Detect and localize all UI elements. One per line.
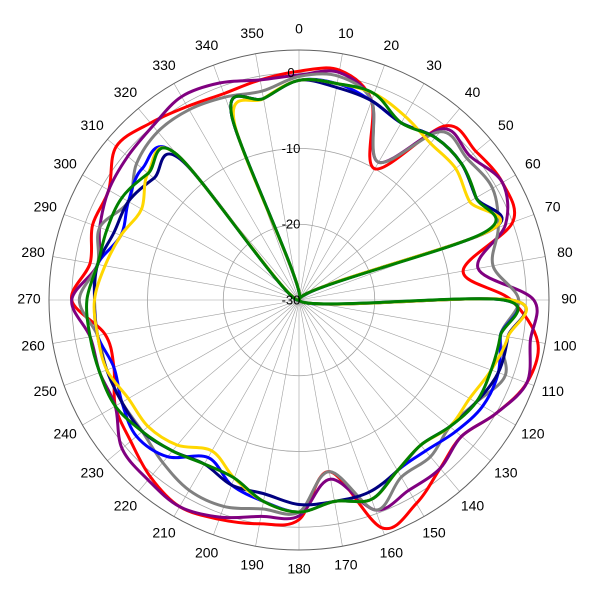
angle-tick-label: 60: [525, 156, 541, 172]
series-line-2: [70, 69, 539, 521]
spoke-100: [298, 299, 546, 344]
radial-tick-label: -10: [282, 141, 301, 156]
angle-tick-label: 270: [17, 291, 41, 307]
spoke-260: [52, 299, 300, 344]
angle-tick-label: 300: [53, 156, 77, 172]
angle-tick-label: 290: [34, 198, 58, 214]
angle-tick-label: 70: [545, 198, 561, 214]
angle-tick-label: 20: [384, 37, 400, 53]
spoke-40: [298, 108, 460, 301]
spoke-80: [298, 256, 546, 301]
outer-circle: [48, 49, 550, 551]
series-layer: [70, 66, 540, 531]
spoke-310: [107, 139, 300, 301]
angle-tick-label: 0: [295, 21, 303, 37]
angle-tick-label: 30: [426, 57, 442, 73]
spoke-350: [255, 53, 300, 301]
spoke-220: [138, 299, 300, 492]
spoke-210: [173, 299, 300, 517]
angle-tick-label: 190: [240, 557, 264, 573]
spoke-60: [298, 174, 516, 301]
spoke-140: [298, 299, 460, 492]
spoke-160: [298, 299, 385, 536]
angle-tick-label: 170: [334, 557, 358, 573]
spoke-50: [298, 139, 491, 301]
angle-tick-label: 120: [521, 426, 545, 442]
angle-tick-label: 210: [152, 525, 176, 541]
spoke-300: [82, 174, 300, 301]
radial-tick-label: 0: [287, 65, 294, 80]
spoke-10: [298, 53, 343, 301]
spoke-170: [298, 299, 343, 547]
radial-tick-label: -30: [282, 292, 301, 307]
angle-tick-label: 180: [287, 561, 311, 577]
angle-tick-label: 130: [494, 464, 518, 480]
angle-tick-label: 160: [380, 544, 404, 560]
spoke-150: [298, 299, 425, 517]
angle-tick-label: 260: [21, 338, 45, 354]
angle-tick-label: 320: [114, 84, 138, 100]
angle-tick-label: 220: [114, 498, 138, 514]
angle-tick-label: 150: [422, 525, 446, 541]
spoke-290: [63, 214, 300, 301]
spoke-30: [298, 83, 425, 301]
angle-tick-label: 40: [465, 84, 481, 100]
spoke-230: [107, 299, 300, 461]
series-line-7: [85, 77, 520, 514]
spoke-20: [298, 64, 385, 301]
angle-tick-label: 230: [80, 464, 104, 480]
spoke-190: [255, 299, 300, 547]
angle-tick-label: 330: [152, 57, 176, 73]
angle-tick-label: 90: [561, 291, 577, 307]
angle-tick-label: 140: [461, 498, 485, 514]
spoke-110: [298, 299, 535, 386]
angle-tick-label: 80: [557, 244, 573, 260]
angle-tick-label: 240: [53, 426, 77, 442]
spoke-330: [173, 83, 300, 301]
angle-tick-label: 50: [498, 117, 514, 133]
spoke-280: [52, 256, 300, 301]
angle-tick-label: 340: [195, 37, 219, 53]
angle-tick-label: 100: [553, 338, 577, 354]
spoke-250: [63, 299, 300, 386]
angle-tick-label: 250: [34, 383, 58, 399]
angle-tick-label: 310: [80, 117, 104, 133]
grid-circle: [222, 223, 376, 377]
series-line-5: [92, 78, 528, 507]
angle-tick-label: 110: [542, 383, 565, 399]
angle-tick-label: 10: [338, 25, 354, 41]
label-layer: 0 10 20 30 40 50 60 70 80 90 100 110 120 130 140 150 160…: [17, 21, 577, 577]
spoke-130: [298, 299, 491, 461]
angle-tick-label: 280: [21, 244, 45, 260]
angle-tick-label: 200: [195, 544, 219, 560]
spoke-120: [298, 299, 516, 426]
spoke-200: [213, 299, 300, 536]
spoke-240: [82, 299, 300, 426]
radial-tick-label: -20: [282, 217, 301, 232]
angle-tick-label: 350: [240, 25, 264, 41]
